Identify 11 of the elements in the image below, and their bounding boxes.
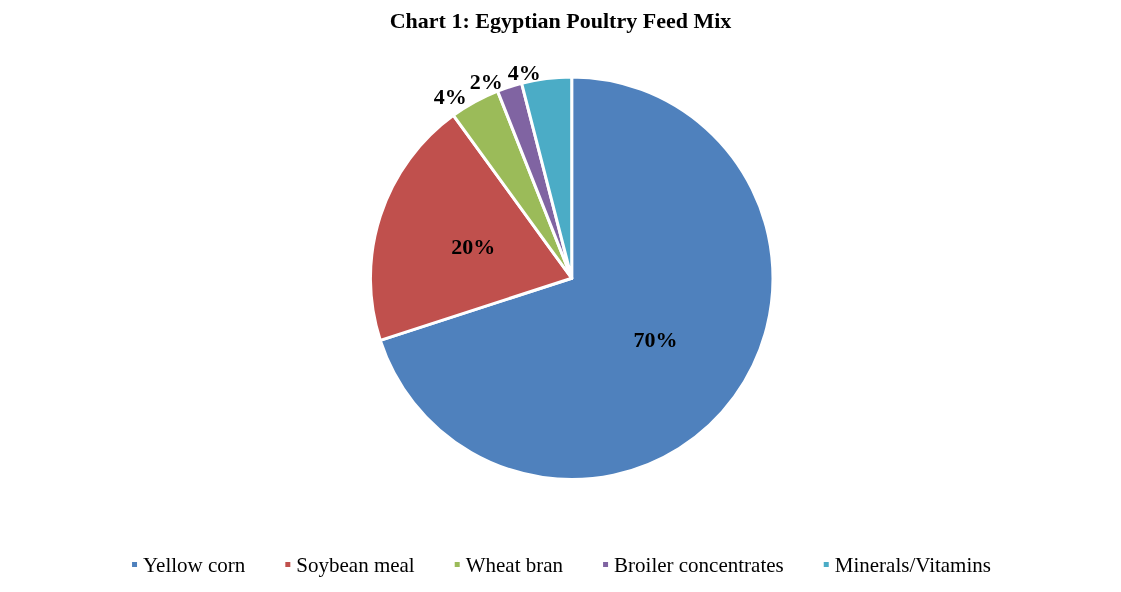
legend-label: Minerals/Vitamins [834,552,991,577]
legend-label: Broiler concentrates [614,552,784,577]
legend-label: Yellow corn [143,552,246,577]
data-label: 20% [451,233,496,259]
legend-label: Soybean meal [296,552,415,577]
data-label: 70% [633,326,678,352]
data-label: 4% [507,60,541,86]
data-label: 4% [433,84,467,110]
chart-title: Chart 1: Egyptian Poultry Feed Mix [389,7,732,33]
data-label: 2% [469,68,503,94]
legend-label: Wheat bran [465,552,564,577]
